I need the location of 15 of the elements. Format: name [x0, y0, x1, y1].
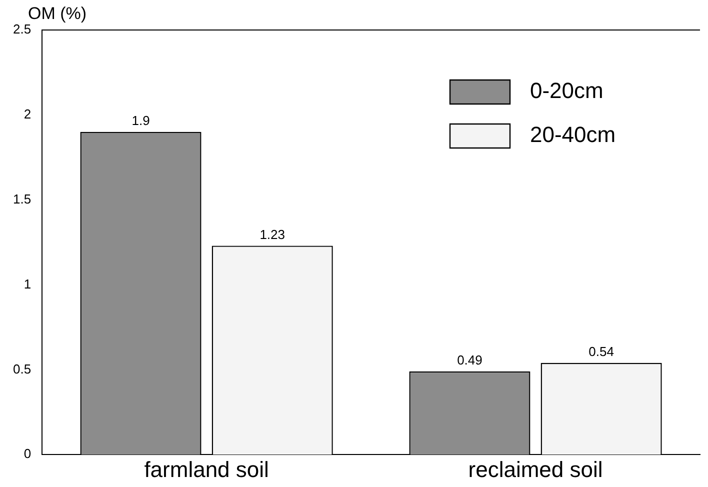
y-tick-label: 2 — [24, 106, 32, 122]
data-label: 1.9 — [132, 112, 150, 128]
data-label: 0.49 — [457, 352, 482, 368]
y-axis-title: OM (%) — [28, 4, 87, 24]
data-label: 1.23 — [260, 226, 286, 242]
x-tick-label: farmland soil — [144, 456, 269, 482]
y-tick-label: 0.5 — [12, 361, 32, 376]
y-tick-label: 0 — [24, 446, 32, 462]
x-tick-label: reclaimed soil — [468, 456, 603, 482]
y-tick-label: 1 — [24, 276, 32, 292]
legend-label: 0-20cm — [530, 78, 604, 104]
y-tick-label: 2.5 — [12, 22, 32, 37]
y-tick-label: 1.5 — [12, 191, 32, 206]
data-label: 0.54 — [588, 344, 614, 359]
legend-label: 20-40cm — [530, 122, 616, 148]
